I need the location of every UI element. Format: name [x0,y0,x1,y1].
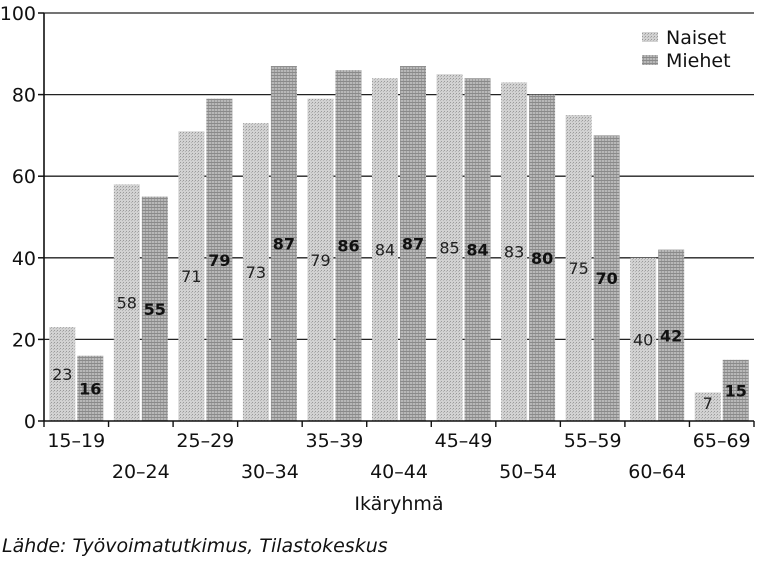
bar-naiset-8 [501,82,528,422]
bar-naiset-1 [49,327,76,421]
x-axis-title: Ikäryhmä [354,493,443,515]
x-category-label: 20–24 [112,461,170,483]
data-label-naiset: 83 [504,243,524,262]
data-label-naiset: 73 [246,263,266,282]
x-category-label: 25–29 [176,430,234,452]
data-label-naiset: 23 [52,365,72,384]
data-label-naiset: 40 [633,330,653,349]
data-label-miehet: 80 [531,249,553,268]
y-tick-label: 20 [12,329,36,351]
bar-naiset-5 [307,98,334,422]
bar-miehet-8 [529,94,556,421]
bar-naiset-10 [630,257,657,421]
y-tick-label: 80 [12,85,36,107]
data-label-naiset: 75 [568,259,588,278]
y-tick-label: 60 [12,166,36,188]
x-category-label: 40–44 [370,461,428,483]
y-tick-label: 0 [24,411,36,433]
value-labels: 23 16 58 55 71 79 73 87 79 86 84 87 85 84 83 80 75 70 40 42… [52,235,747,413]
data-label-naiset: 85 [439,239,459,258]
bar-naiset-11 [694,392,721,421]
axes: 0 20 40 60 80 100 15–19 20–24 25–29 30–34 35–39 40–… [0,3,755,515]
legend-label-naiset: Naiset [666,27,726,49]
data-label-miehet: 15 [725,381,747,400]
data-label-miehet: 42 [660,326,682,345]
legend-swatch-naiset [642,32,658,42]
x-category-label: 45–49 [435,430,493,452]
bar-miehet-11 [722,359,749,421]
data-label-miehet: 16 [79,379,101,398]
data-label-naiset: 84 [375,241,395,260]
bar-miehet-4 [270,66,297,421]
x-category-label: 65–69 [693,430,751,452]
data-label-naiset: 7 [703,394,713,413]
data-label-naiset: 71 [181,267,201,286]
legend-swatch-miehet [642,55,658,65]
x-category-label: 60–64 [628,461,686,483]
bar-miehet-5 [335,70,362,422]
bar-miehet-6 [400,66,426,421]
y-tick-label: 100 [0,3,36,25]
bar-naiset-9 [565,115,592,421]
bar-miehet-10 [658,249,685,421]
x-category-label: 55–59 [564,430,622,452]
data-label-miehet: 70 [596,269,618,288]
bar-miehet-1 [77,355,104,421]
bar-naiset-6 [372,78,398,421]
bar-naiset-4 [242,123,269,421]
data-label-miehet: 86 [337,237,359,256]
bars [49,66,749,422]
source-note: Lähde: Työvoimatutkimus, Tilastokeskus [2,535,388,557]
data-label-miehet: 87 [402,235,424,254]
bar-miehet-2 [141,196,168,421]
data-label-miehet: 84 [466,241,488,260]
y-tick-label: 40 [12,248,36,270]
x-category-label: 50–54 [499,461,557,483]
x-category-label: 30–34 [241,461,299,483]
x-category-label: 15–19 [47,430,105,452]
bar-miehet-3 [206,98,233,422]
bar-naiset-7 [436,74,463,421]
legend-label-miehet: Miehet [666,50,731,72]
bar-naiset-3 [178,131,205,421]
data-label-naiset: 58 [117,294,137,313]
data-label-naiset: 79 [310,251,330,270]
data-label-miehet: 55 [144,300,166,319]
bar-miehet-9 [593,135,620,421]
data-label-miehet: 87 [273,235,295,254]
bar-miehet-7 [464,78,491,421]
x-category-label: 35–39 [306,430,364,452]
bar-naiset-2 [113,184,140,421]
data-label-miehet: 79 [208,251,230,270]
